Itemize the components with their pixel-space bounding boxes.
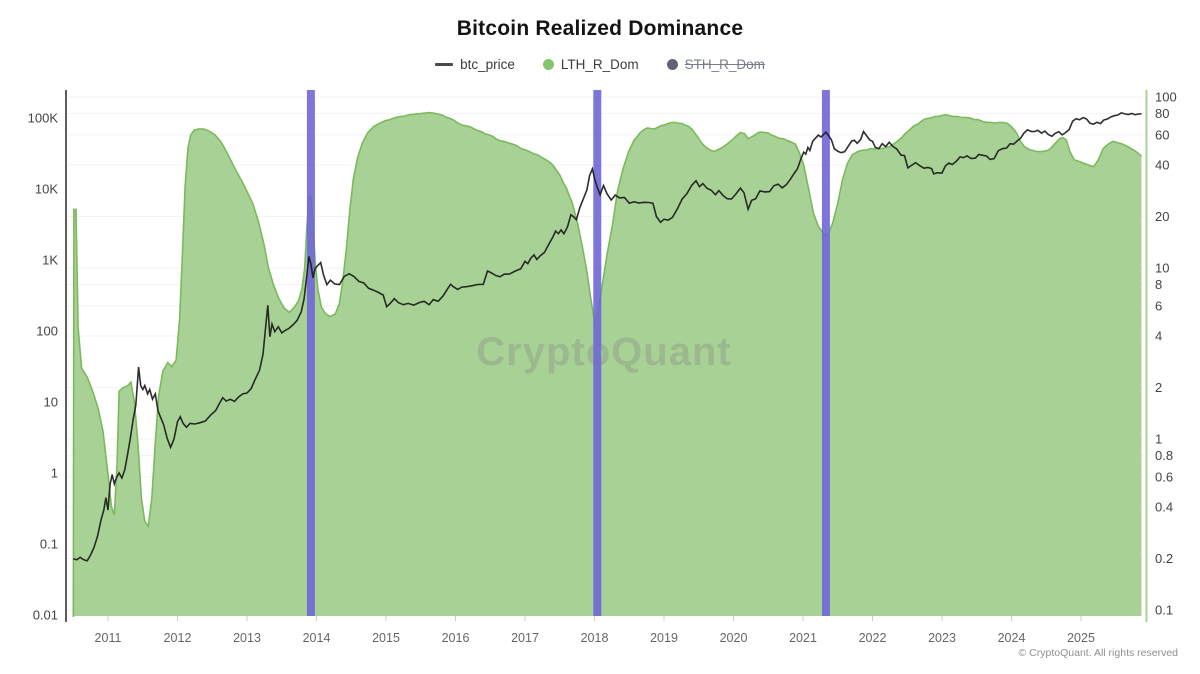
- legend-label-sth-r-dom: STH_R_Dom: [684, 57, 765, 72]
- right-axis-tick-label: 40: [1155, 158, 1169, 173]
- x-axis-year-label: 2021: [789, 631, 817, 645]
- x-axis-year-label: 2020: [720, 631, 748, 645]
- event-bar: [306, 90, 315, 616]
- copyright-text: © CryptoQuant. All rights reserved: [1018, 647, 1178, 659]
- x-axis-year-label: 2012: [164, 631, 192, 645]
- legend-item-lth-r-dom[interactable]: LTH_R_Dom: [542, 57, 639, 72]
- event-bar: [821, 90, 830, 616]
- x-axis-year-label: 2011: [95, 631, 122, 645]
- left-axis-tick-label: 0.01: [33, 608, 58, 623]
- right-axis-tick-label: 6: [1155, 298, 1162, 313]
- left-axis-tick-label: 10K: [35, 182, 58, 197]
- chart-title: Bitcoin Realized Dominance: [456, 17, 744, 40]
- right-axis-tick-label: 100: [1155, 90, 1177, 105]
- legend-label-btc-price: btc_price: [460, 57, 515, 72]
- x-axis-year-label: 2017: [511, 631, 539, 645]
- legend-label-lth-r-dom: LTH_R_Dom: [560, 57, 639, 72]
- btc-price-line-swatch: [435, 63, 454, 66]
- right-axis-tick-label: 20: [1155, 209, 1169, 224]
- sth-r-dom-dot-swatch: [666, 59, 678, 70]
- x-axis-year-label: 2018: [581, 631, 609, 645]
- lth-r-dom-edge: [72, 111, 1143, 617]
- right-axis-tick-label: 60: [1155, 127, 1169, 142]
- left-axis-tick-label: 100: [36, 324, 58, 339]
- btc-price-line: [73, 112, 1142, 562]
- right-axis-tick-label: 0.4: [1155, 500, 1173, 515]
- right-axis-tick-label: 2: [1155, 380, 1162, 395]
- x-axis-year-label: 2013: [233, 631, 261, 645]
- event-bar: [593, 90, 602, 616]
- legend-item-sth-r-dom[interactable]: STH_R_Dom: [666, 57, 765, 72]
- left-axis-tick-label: 100K: [28, 111, 59, 126]
- right-axis-tick-label: 10: [1155, 261, 1169, 276]
- right-axis-tick-label: 0.8: [1155, 448, 1173, 463]
- right-axis-tick-label: 8: [1155, 277, 1162, 292]
- x-axis-year-label: 2015: [372, 631, 400, 645]
- legend: btc_price LTH_R_Dom STH_R_Dom: [0, 57, 1200, 72]
- x-axis-year-label: 2019: [650, 631, 678, 645]
- right-axis-tick-label: 4: [1155, 329, 1162, 344]
- left-axis-tick-label: 10: [44, 395, 58, 410]
- right-axis-tick-label: 0.2: [1155, 551, 1173, 566]
- right-axis-tick-label: 0.1: [1155, 603, 1173, 618]
- x-axis-year-label: 2022: [859, 631, 887, 645]
- legend-item-btc-price[interactable]: btc_price: [435, 57, 515, 72]
- right-axis-tick-label: 0.6: [1155, 469, 1173, 484]
- lth-r-dom-dot-swatch: [542, 59, 554, 70]
- left-axis-tick-label: 1K: [42, 253, 58, 268]
- watermark: CryptoQuant: [476, 330, 731, 374]
- x-axis-year-label: 2024: [998, 631, 1026, 645]
- lth-r-dom-area: [73, 112, 1142, 617]
- left-axis-tick-label: 1: [51, 466, 58, 481]
- x-axis-year-label: 2025: [1067, 631, 1095, 645]
- x-axis-year-label: 2016: [442, 631, 470, 645]
- right-axis-tick-label: 1: [1155, 432, 1162, 447]
- right-axis-tick-label: 80: [1155, 106, 1169, 121]
- x-axis-year-label: 2014: [303, 631, 331, 645]
- x-axis-year-label: 2023: [928, 631, 956, 645]
- left-axis-tick-label: 0.1: [40, 537, 58, 552]
